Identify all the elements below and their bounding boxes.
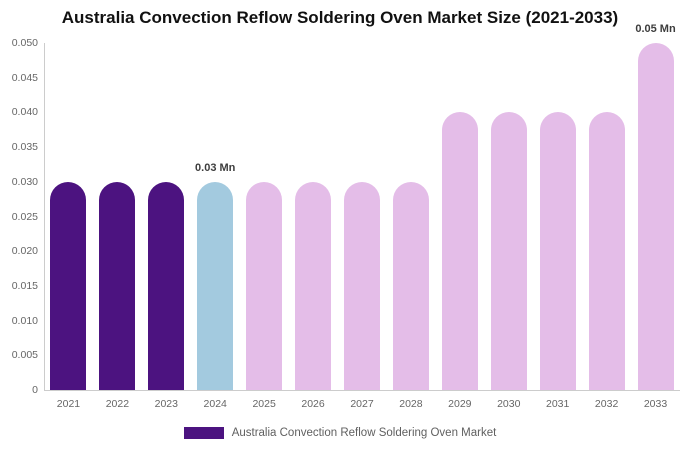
y-tick-label: 0.020	[11, 245, 38, 258]
data-label-2033: 0.05 Mn	[635, 23, 676, 35]
x-tick-label-2021: 2021	[56, 398, 81, 410]
bar-2021[interactable]	[50, 181, 87, 390]
y-tick-label: 0.040	[11, 106, 38, 119]
x-tick-label-2031: 2031	[546, 398, 570, 410]
y-tick-label: 0	[32, 384, 38, 396]
x-tick-label-2033: 2033	[643, 398, 668, 410]
x-axis-line	[44, 390, 680, 391]
data-label-2024: 0.03 Mn	[195, 161, 236, 174]
x-tick-label-2025: 2025	[252, 398, 276, 410]
bar-2030[interactable]	[490, 112, 527, 390]
x-tick-label-2022: 2022	[105, 398, 130, 410]
bar-2024[interactable]	[197, 181, 234, 390]
bar-2027[interactable]	[344, 181, 380, 390]
bar-2023[interactable]	[148, 181, 185, 390]
bar-2032[interactable]	[588, 112, 625, 390]
legend-label: Australia Convection Reflow Soldering Ov…	[231, 427, 497, 439]
legend: Australia Convection Reflow Soldering Ov…	[0, 426, 680, 440]
y-tick-label: 0.035	[11, 141, 38, 154]
x-tick-label-2024: 2024	[203, 398, 227, 410]
legend-swatch-icon	[183, 427, 224, 439]
x-tick-label-2026: 2026	[301, 398, 325, 410]
y-tick-label: 0.050	[11, 37, 38, 49]
x-tick-label-2030: 2030	[497, 398, 521, 410]
y-tick-label: 0.005	[11, 349, 38, 362]
chart-title: Australia Convection Reflow Soldering Ov…	[61, 8, 619, 27]
bar-2028[interactable]	[392, 181, 429, 390]
y-tick-label: 0.045	[11, 71, 38, 84]
bar-2033[interactable]	[637, 43, 674, 390]
bar-2026[interactable]	[295, 181, 332, 390]
bar-2031[interactable]	[539, 112, 576, 390]
y-tick-label: 0.030	[11, 175, 38, 188]
x-tick-label-2032: 2032	[594, 398, 619, 410]
y-axis-line	[44, 43, 45, 390]
x-tick-label-2023: 2023	[154, 398, 178, 410]
legend-item[interactable]: Australia Convection Reflow Soldering Ov…	[183, 426, 497, 440]
bar-2029[interactable]	[441, 112, 478, 390]
x-tick-label-2027: 2027	[350, 398, 374, 410]
y-tick-label: 0.010	[11, 314, 38, 327]
x-tick-label-2028: 2028	[399, 398, 423, 410]
y-tick-label: 0.025	[11, 210, 38, 223]
y-tick-label: 0.015	[11, 279, 38, 292]
x-tick-label-2029: 2029	[448, 398, 472, 410]
bar-2025[interactable]	[246, 181, 283, 390]
bar-2022[interactable]	[99, 181, 136, 390]
